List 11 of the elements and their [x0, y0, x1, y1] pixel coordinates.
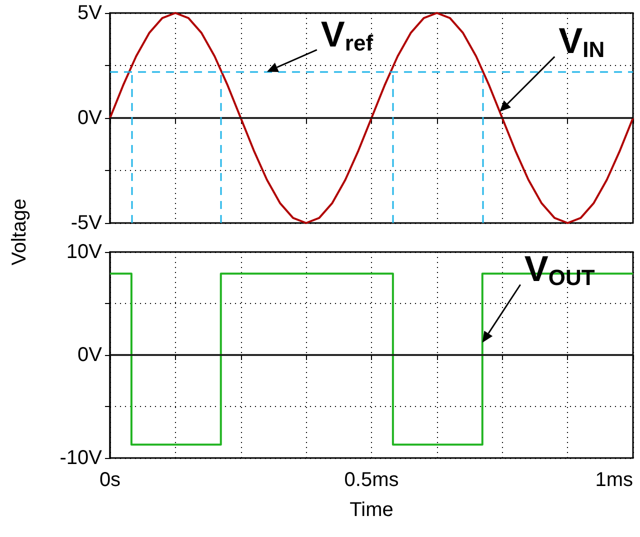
x-tick-label: 0.5ms [344, 469, 399, 491]
x-tick-label: 0s [99, 469, 121, 491]
x-axis-title: Time [350, 499, 394, 521]
y-tick-label: 0V [78, 344, 103, 366]
y-tick-label: 5V [78, 2, 103, 24]
y-tick-label: -5V [70, 212, 103, 234]
y-tick-label: -10V [60, 447, 103, 469]
y-tick-label: 10V [66, 241, 103, 263]
x-tick-label: 1ms [595, 469, 633, 491]
y-tick-label: 0V [78, 107, 103, 129]
y-axis-title: Voltage [8, 198, 32, 266]
